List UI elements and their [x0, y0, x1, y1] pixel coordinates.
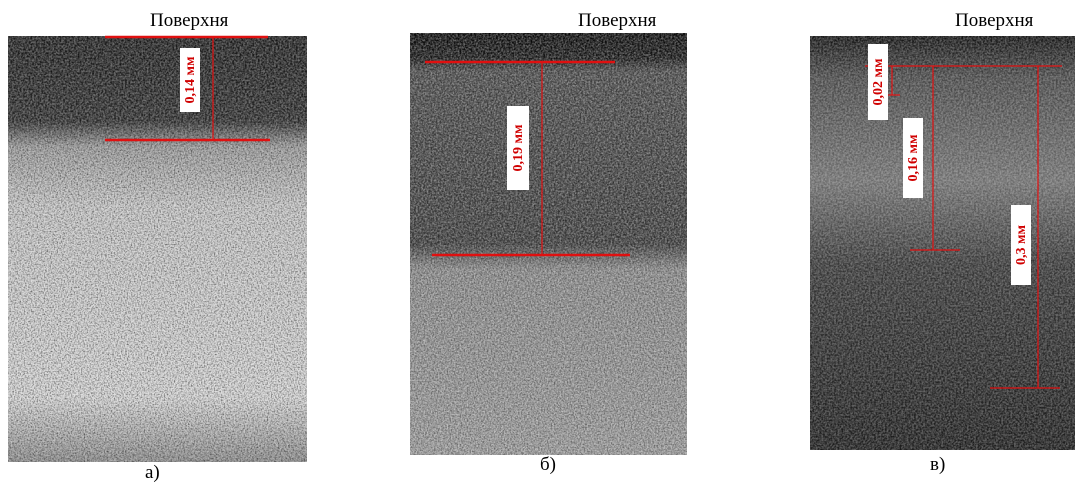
- figure: Поверхня 0,14 мм а) Поверхня 0,19 мм б) …: [0, 0, 1084, 483]
- caption: а): [145, 462, 160, 483]
- surface-label: Поверхня: [150, 10, 229, 31]
- caption: б): [540, 454, 556, 475]
- measure-label: 0,16 мм: [906, 134, 921, 182]
- measure-label: 0,19 мм: [511, 124, 526, 172]
- panel-c: Поверхня 0,02 мм 0,16 мм 0,3 мм в): [810, 10, 1075, 475]
- panel-a: Поверхня 0,14 мм а): [8, 10, 307, 483]
- measure-label: 0,3 мм: [1014, 225, 1029, 266]
- measure-label: 0,14 мм: [183, 56, 198, 104]
- texture: [8, 36, 307, 462]
- caption: в): [930, 454, 945, 475]
- surface-label: Поверхня: [578, 10, 657, 31]
- measure-label: 0,02 мм: [871, 58, 886, 106]
- panel-b: Поверхня 0,19 мм б): [410, 10, 687, 475]
- surface-label: Поверхня: [955, 10, 1034, 31]
- texture: [410, 33, 687, 455]
